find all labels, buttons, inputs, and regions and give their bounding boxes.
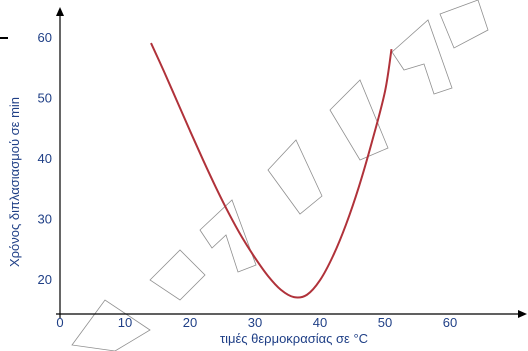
y-tick-label: 30	[38, 212, 52, 227]
x-tick-label: 20	[183, 315, 197, 330]
x-tick-label: 10	[118, 315, 132, 330]
y-tick-labels: 20 30 40 50 60	[38, 30, 52, 287]
x-tick-label: 0	[56, 315, 63, 330]
y-tick-label: 40	[38, 151, 52, 166]
y-axis-label: Χρόνος διπλασιασμού σε min	[7, 97, 22, 267]
series-curve	[150, 42, 393, 299]
x-axis-label: τιμές θερμοκρασίας σε °C	[220, 331, 368, 346]
y-tick-label: 50	[38, 91, 52, 106]
x-tick-label: 50	[378, 315, 392, 330]
y-tick-label: 60	[38, 30, 52, 45]
x-tick-label: 30	[248, 315, 262, 330]
x-axis-arrow	[518, 310, 527, 318]
x-tick-label: 40	[313, 315, 327, 330]
watermark	[71, 0, 489, 351]
y-tick-label: 20	[38, 272, 52, 287]
x-tick-label: 60	[443, 315, 457, 330]
x-tick-labels: 0 10 20 30 40 50 60	[56, 315, 457, 330]
y-axis-arrow	[56, 7, 64, 16]
